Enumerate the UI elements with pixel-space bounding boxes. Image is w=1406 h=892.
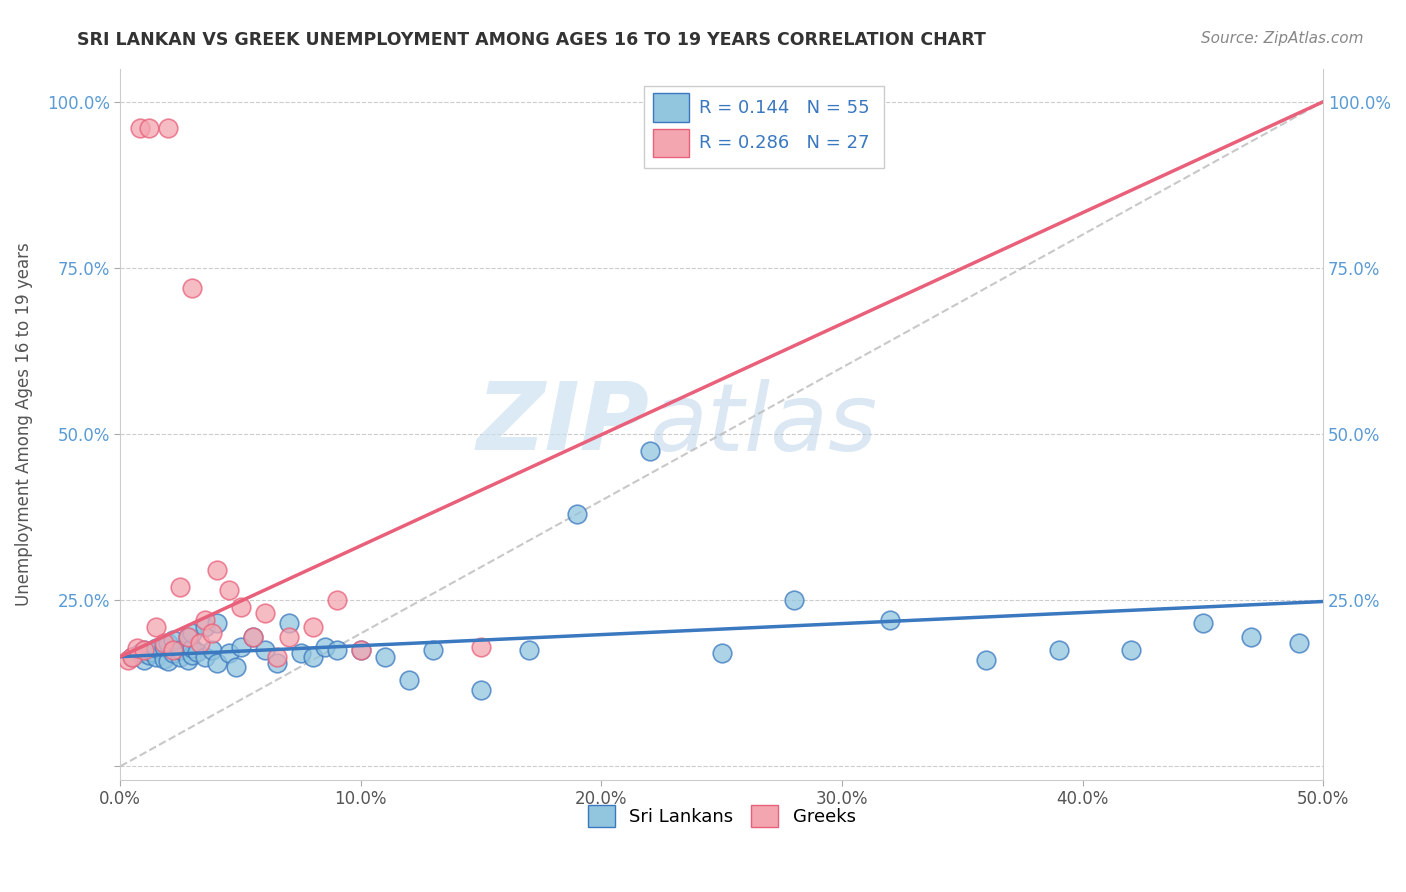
Point (145, 649, 167, 664)
Point (138, 121, 160, 136)
Point (181, 648, 204, 662)
Point (1119, 643, 1142, 657)
Point (398, 673, 420, 687)
Point (141, 645, 163, 659)
Point (326, 593, 349, 607)
Point (710, 646, 733, 660)
Point (229, 599, 252, 614)
Point (152, 651, 174, 665)
FancyBboxPatch shape (654, 129, 689, 157)
Point (162, 643, 184, 657)
Point (470, 682, 492, 697)
Point (181, 640, 204, 655)
Point (1240, 630, 1263, 644)
Point (181, 626, 204, 640)
Point (152, 636, 174, 650)
Point (879, 613, 901, 627)
Text: SRI LANKAN VS GREEK UNEMPLOYMENT AMONG AGES 16 TO 19 YEARS CORRELATION CHART: SRI LANKAN VS GREEK UNEMPLOYMENT AMONG A… (77, 31, 986, 49)
Text: Source: ZipAtlas.com: Source: ZipAtlas.com (1201, 31, 1364, 46)
Point (157, 654, 180, 668)
Point (127, 640, 149, 655)
Point (422, 643, 444, 657)
Point (145, 640, 167, 655)
Y-axis label: Unemployment Among Ages 16 to 19 years: Unemployment Among Ages 16 to 19 years (15, 243, 32, 606)
Point (638, 443, 661, 458)
Point (1047, 643, 1070, 657)
FancyBboxPatch shape (644, 87, 884, 168)
Point (218, 583, 240, 598)
Point (242, 630, 264, 644)
Point (157, 636, 180, 650)
Point (290, 646, 312, 660)
Point (266, 649, 288, 664)
Text: atlas: atlas (650, 378, 877, 469)
Point (188, 636, 211, 650)
Point (277, 630, 299, 644)
Point (181, 281, 204, 295)
Point (169, 643, 191, 657)
Point (225, 659, 247, 673)
Point (152, 640, 174, 654)
Text: ZIP: ZIP (477, 378, 650, 470)
Point (205, 657, 228, 671)
Text: R = 0.144   N = 55: R = 0.144 N = 55 (699, 99, 869, 117)
Point (121, 649, 143, 664)
Point (145, 620, 167, 634)
Point (162, 646, 184, 660)
Point (201, 626, 224, 640)
Point (253, 643, 276, 657)
Point (169, 580, 191, 594)
Legend: Sri Lankans, Greeks: Sri Lankans, Greeks (581, 798, 863, 835)
Point (169, 649, 191, 664)
Point (567, 507, 589, 521)
Point (205, 563, 228, 577)
Point (301, 620, 323, 634)
Point (253, 607, 276, 621)
Point (134, 643, 156, 657)
Point (193, 620, 215, 634)
Point (128, 646, 150, 660)
Point (134, 653, 156, 667)
Point (314, 640, 336, 654)
Point (350, 643, 373, 657)
Point (134, 643, 156, 657)
Point (128, 121, 150, 136)
Point (205, 616, 228, 631)
Point (470, 640, 492, 654)
Point (517, 643, 540, 657)
Point (201, 643, 224, 657)
Point (301, 649, 323, 664)
Point (117, 653, 139, 667)
Point (229, 640, 252, 654)
Point (277, 616, 299, 631)
Point (783, 593, 806, 607)
Point (1288, 636, 1310, 650)
Point (326, 643, 349, 657)
Point (186, 645, 208, 659)
Point (138, 648, 160, 662)
Point (1192, 616, 1215, 631)
Point (242, 630, 264, 644)
Point (350, 643, 373, 657)
FancyBboxPatch shape (654, 94, 689, 122)
Point (121, 649, 143, 664)
Point (374, 649, 396, 664)
Text: R = 0.286   N = 27: R = 0.286 N = 27 (699, 134, 869, 153)
Point (176, 653, 198, 667)
Point (266, 657, 288, 671)
Point (193, 613, 215, 627)
Point (176, 630, 198, 644)
Point (218, 646, 240, 660)
Point (176, 630, 198, 644)
Point (976, 653, 998, 667)
Point (157, 121, 180, 136)
Point (162, 633, 184, 648)
Point (193, 649, 215, 664)
